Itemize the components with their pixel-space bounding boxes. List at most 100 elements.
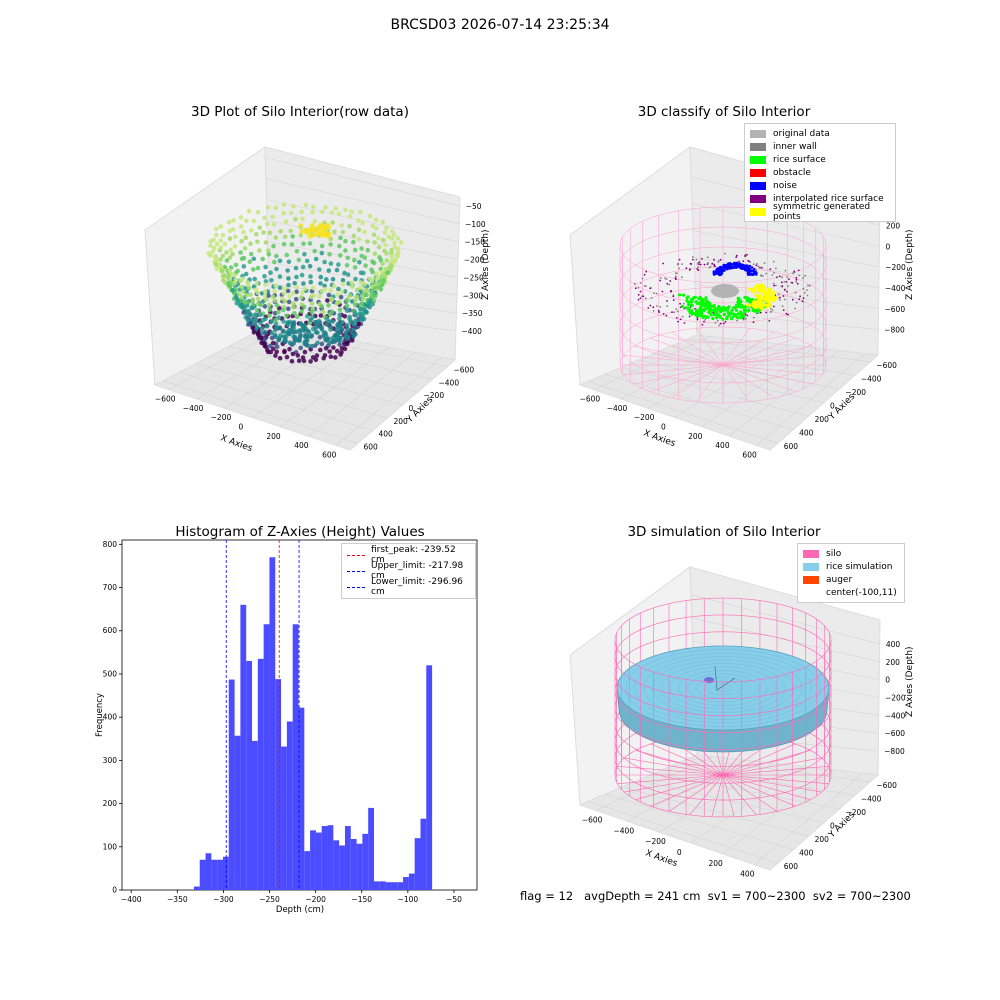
histogram-bar — [286, 721, 293, 890]
point — [742, 264, 746, 268]
z-tick-label: 200 — [886, 658, 901, 667]
point — [723, 269, 726, 272]
point — [755, 301, 759, 305]
classify-legend-item: obstacle — [750, 166, 890, 179]
point — [389, 254, 394, 259]
point — [711, 262, 714, 265]
silo-floor-spoke — [696, 328, 724, 366]
histogram-bar — [281, 746, 287, 890]
point — [775, 267, 777, 270]
point — [718, 268, 722, 272]
point — [376, 244, 382, 250]
simulation-legend-label: rice simulation — [826, 561, 893, 572]
point — [319, 341, 325, 347]
point — [235, 268, 240, 274]
point — [336, 286, 341, 292]
point — [668, 283, 671, 286]
point — [356, 227, 362, 232]
point — [755, 264, 758, 267]
histogram-reference-lines — [225, 540, 300, 890]
point — [248, 312, 253, 318]
silo-floor-spoke — [722, 774, 757, 816]
point — [277, 325, 283, 330]
point — [311, 204, 316, 210]
silo-floor-spoke — [696, 364, 724, 402]
point — [649, 304, 652, 307]
point — [689, 262, 692, 265]
point — [697, 266, 699, 269]
silo-floor-spoke — [650, 774, 724, 807]
silo-floor-spoke — [722, 354, 823, 366]
point — [251, 256, 257, 262]
point — [340, 281, 346, 287]
x-tick-label: −50 — [446, 895, 462, 904]
point — [326, 292, 332, 298]
point — [639, 290, 642, 293]
point — [251, 330, 257, 335]
point — [231, 281, 236, 287]
point — [243, 271, 249, 277]
point — [214, 266, 220, 272]
point — [324, 224, 330, 229]
point — [363, 263, 368, 268]
point — [744, 255, 747, 258]
point — [233, 234, 238, 240]
point — [637, 286, 640, 289]
point — [224, 250, 229, 255]
histogram-bar — [426, 665, 433, 890]
point — [698, 261, 701, 264]
point — [298, 345, 303, 351]
point — [282, 349, 287, 355]
point — [783, 289, 786, 291]
point — [722, 312, 726, 317]
silo-floor-spoke — [722, 757, 822, 776]
point — [273, 353, 278, 358]
point — [227, 255, 233, 260]
point — [752, 300, 755, 304]
point — [678, 267, 681, 270]
point — [360, 296, 366, 301]
point — [290, 234, 295, 239]
point — [720, 270, 723, 274]
point — [760, 274, 763, 276]
point — [281, 319, 286, 324]
point — [307, 241, 313, 246]
point — [729, 317, 733, 321]
y-tick-label: −200 — [424, 391, 445, 400]
point — [780, 285, 783, 288]
point — [277, 258, 283, 264]
point — [695, 258, 698, 261]
point — [769, 288, 772, 292]
point — [218, 238, 224, 243]
point — [359, 246, 364, 251]
histogram-bar — [234, 735, 241, 890]
point — [759, 283, 763, 287]
point — [300, 324, 306, 329]
point — [781, 305, 784, 308]
point — [301, 304, 307, 310]
point — [357, 285, 363, 291]
silo-floor-spoke — [722, 774, 735, 817]
point — [293, 296, 299, 302]
point — [238, 215, 244, 220]
point — [392, 240, 397, 246]
point — [752, 316, 755, 319]
point — [756, 263, 758, 265]
point — [739, 316, 743, 320]
point — [682, 302, 685, 305]
point — [742, 308, 746, 312]
point — [756, 305, 760, 309]
point — [391, 232, 397, 237]
simulation-legend-label: silo — [826, 548, 842, 559]
point — [752, 269, 755, 273]
x-tick-label: 400 — [294, 441, 309, 450]
point — [745, 265, 748, 268]
point — [258, 302, 263, 308]
point — [723, 264, 726, 268]
point — [641, 277, 644, 280]
point — [274, 266, 279, 272]
z-tick-label: −600 — [884, 729, 905, 738]
x-tick-label: −150 — [351, 895, 372, 904]
point — [251, 267, 256, 272]
